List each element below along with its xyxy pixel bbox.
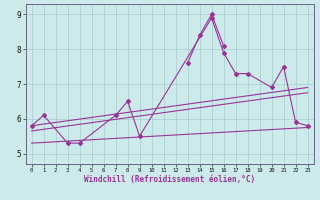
X-axis label: Windchill (Refroidissement éolien,°C): Windchill (Refroidissement éolien,°C): [84, 175, 255, 184]
